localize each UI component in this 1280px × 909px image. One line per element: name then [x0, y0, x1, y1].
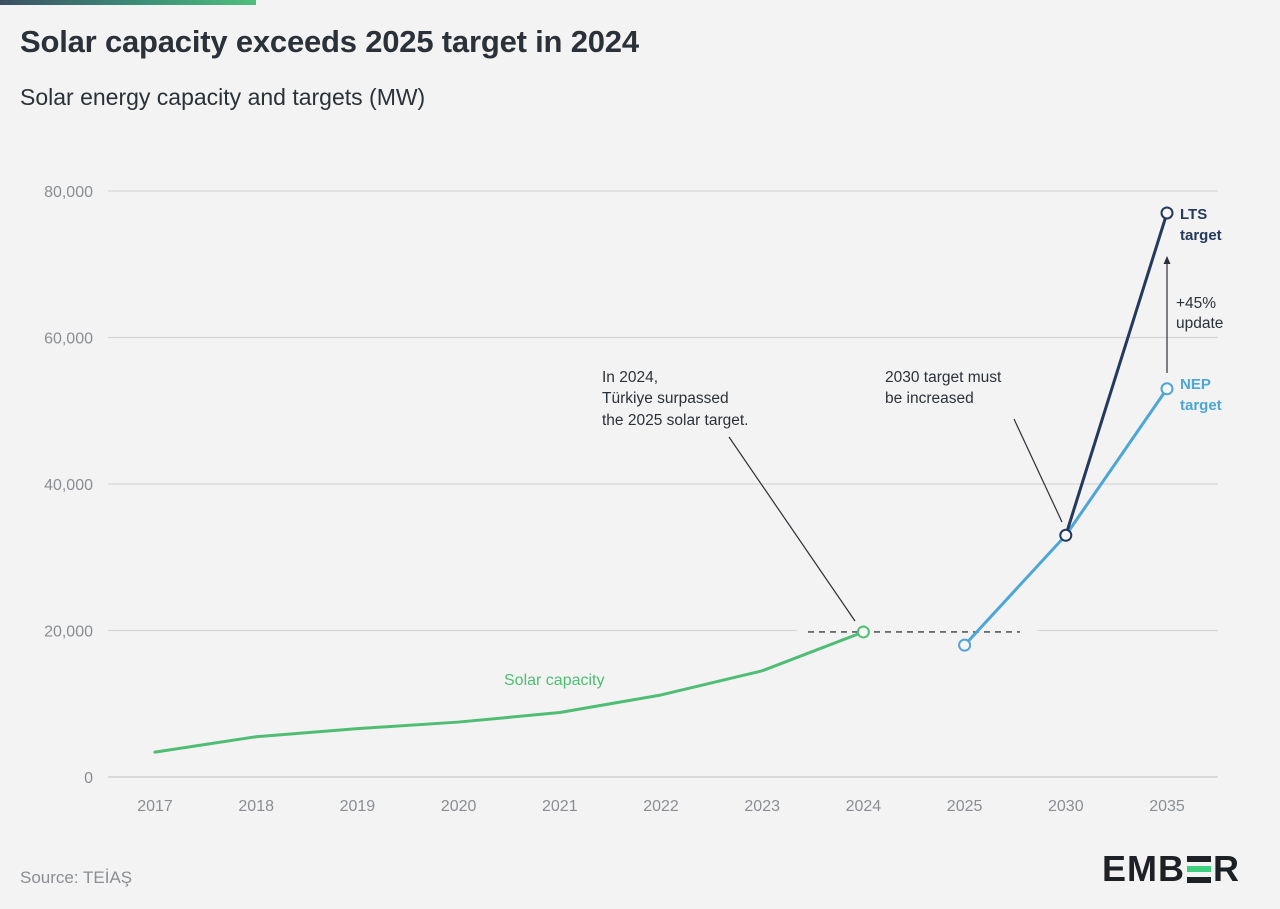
series-lines [153, 211, 1169, 754]
lts-target-line [1064, 211, 1169, 537]
x-tick-label: 2019 [340, 798, 376, 815]
x-tick-label: 2024 [846, 798, 882, 815]
gridlines [108, 190, 1218, 778]
y-tick-label: 20,000 [44, 624, 93, 641]
callout-line-2030 [1013, 418, 1063, 523]
chart-title: Solar capacity exceeds 2025 target in 20… [20, 24, 639, 59]
y-tick-label: 0 [84, 770, 93, 787]
ember-logo: EMB R [1102, 848, 1240, 889]
x-tick-label: 2020 [441, 798, 477, 815]
annotation-2030-line2: be increased [885, 390, 974, 407]
annotation-update-line2: update [1176, 315, 1223, 332]
annotation-callouts [728, 256, 1171, 622]
x-tick-label: 2023 [744, 798, 780, 815]
lts-target-marker-2035 [1160, 206, 1174, 220]
nep-target-marker-2035 [1160, 382, 1174, 396]
nep-target-line [963, 387, 1169, 647]
solar-capacity-label: Solar capacity [504, 672, 605, 689]
x-axis-tick-labels: 2017 2018 2019 2020 2021 2022 2023 2024 2025 2030… [137, 798, 1185, 815]
logo-e-glyph [1187, 855, 1211, 883]
annotation-2024-line1: In 2024, [602, 369, 658, 386]
series-markers [856, 206, 1174, 652]
x-tick-label: 2030 [1048, 798, 1084, 815]
x-tick-label: 2025 [947, 798, 983, 815]
y-tick-label: 60,000 [44, 331, 93, 348]
lts-target-marker-2030 [1059, 528, 1073, 542]
source-note: Source: TEİAŞ [20, 868, 133, 887]
x-tick-label: 2018 [238, 798, 274, 815]
update-arrow-head [1163, 256, 1171, 264]
x-tick-label: 2017 [137, 798, 173, 815]
x-tick-label: 2035 [1149, 798, 1185, 815]
nep-target-label-line2: target [1180, 397, 1222, 414]
annotation-2024-line3: the 2025 solar target. [602, 412, 749, 429]
annotation-update-line1: +45% [1176, 295, 1216, 312]
annotation-2024-line2: Türkiye surpassed [602, 390, 729, 407]
chart-subtitle: Solar energy capacity and targets (MW) [20, 84, 426, 110]
nep-target-marker-2025 [958, 638, 972, 652]
nep-target-label-line1: NEP [1180, 376, 1211, 393]
lts-target-label-line2: target [1180, 227, 1222, 244]
annotation-2030-line1: 2030 target must [885, 369, 1002, 386]
x-tick-label: 2022 [643, 798, 679, 815]
callout-line-2024 [728, 436, 856, 622]
solar-capacity-line [153, 630, 865, 754]
y-tick-label: 40,000 [44, 477, 93, 494]
y-axis-tick-labels: 0 20,000 40,000 60,000 80,000 [44, 184, 93, 787]
lts-target-label-line1: LTS [1180, 206, 1207, 223]
top-accent-bar [0, 0, 256, 5]
solar-capacity-marker-2024 [856, 625, 870, 639]
y-tick-label: 80,000 [44, 184, 93, 201]
x-tick-label: 2021 [542, 798, 578, 815]
